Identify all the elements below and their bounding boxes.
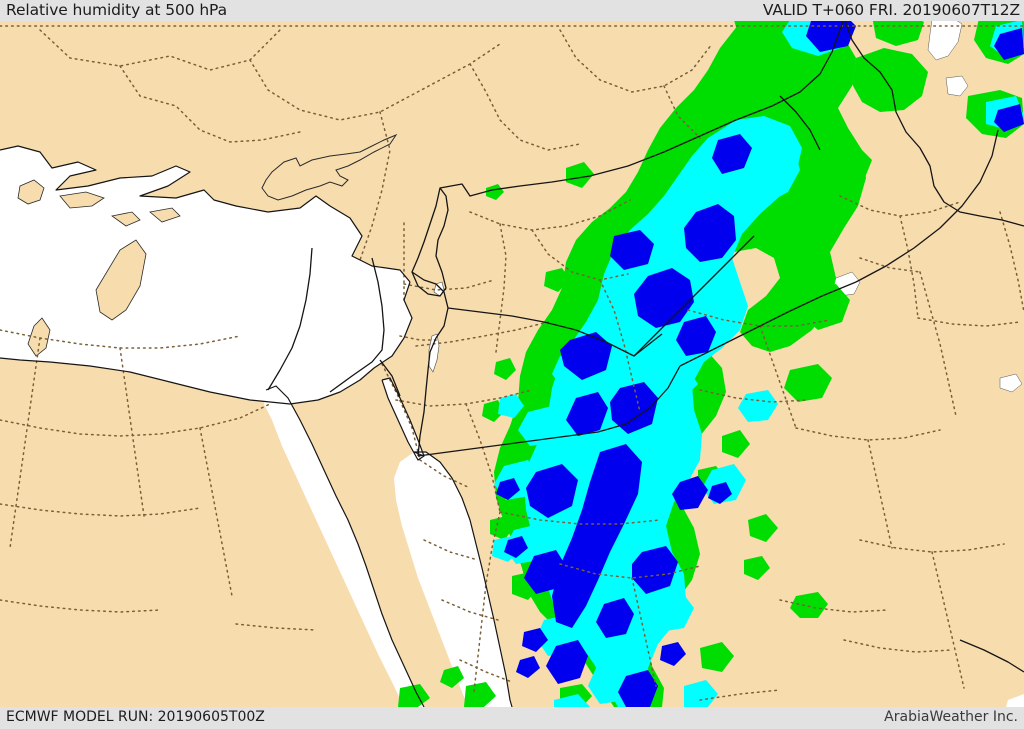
valid-time-label: VALID T+060 FRI. 20190607T12Z <box>762 1 1020 19</box>
footer-bar: ECMWF MODEL RUN: 20190605T00Z ArabiaWeat… <box>0 707 1024 729</box>
coastlines <box>0 145 513 708</box>
rh-contour-blue <box>496 12 1024 707</box>
model-run-label: ECMWF MODEL RUN: 20190605T00Z <box>6 709 265 725</box>
header-bar: Relative humidity at 500 hPa VALID T+060… <box>0 0 1024 21</box>
internal-borders <box>0 25 1024 701</box>
national-borders <box>267 17 1024 673</box>
page-title: Relative humidity at 500 hPa <box>6 1 227 19</box>
water-bodies <box>0 15 1024 707</box>
provider-credit: ArabiaWeather Inc. <box>884 709 1018 725</box>
